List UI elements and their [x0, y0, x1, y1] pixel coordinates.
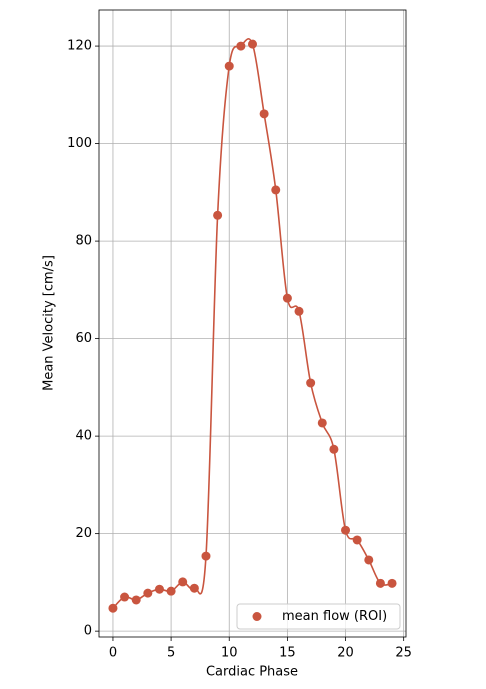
x-tick-label: 10 — [221, 646, 238, 661]
point — [213, 210, 223, 220]
point — [282, 293, 292, 303]
point — [387, 578, 397, 588]
y-axis-label: Mean Velocity [cm/s] — [42, 255, 57, 391]
point — [120, 592, 130, 602]
point — [341, 525, 351, 535]
legend-box — [236, 603, 401, 630]
y-tick-label: 60 — [75, 331, 92, 346]
y-tick-label: 0 — [84, 624, 92, 639]
point — [364, 555, 374, 565]
point — [271, 185, 281, 195]
y-tick-label: 120 — [67, 39, 92, 54]
point — [236, 41, 246, 51]
plot-frame — [98, 9, 407, 638]
legend-marker — [252, 612, 262, 621]
x-axis-label: Cardiac Phase — [206, 665, 298, 680]
x-tick-label: 20 — [337, 646, 354, 661]
point — [131, 595, 141, 605]
y-tick-label: 100 — [67, 136, 92, 151]
point — [329, 444, 339, 454]
smooth-line — [112, 38, 393, 609]
y-tick-label: 80 — [75, 234, 92, 249]
point — [108, 603, 118, 613]
point — [375, 578, 385, 588]
point — [143, 588, 153, 598]
point — [178, 577, 188, 587]
point — [306, 378, 316, 388]
legend: mean flow (ROI) — [236, 603, 401, 630]
point — [224, 61, 234, 71]
point — [201, 551, 211, 561]
x-tick-label: 15 — [279, 646, 296, 661]
point — [166, 586, 176, 596]
x-tick-label: 25 — [395, 646, 412, 661]
x-tick-label: 5 — [167, 646, 175, 661]
legend-label: mean flow (ROI) — [282, 609, 387, 624]
point — [317, 418, 327, 428]
point — [259, 109, 269, 119]
y-tick-label: 20 — [75, 526, 92, 541]
y-tick-label: 40 — [75, 429, 92, 444]
point — [352, 535, 362, 545]
point — [189, 583, 199, 593]
x-tick-label: 0 — [109, 646, 117, 661]
point — [154, 584, 164, 594]
point — [248, 39, 257, 49]
point — [294, 306, 304, 316]
